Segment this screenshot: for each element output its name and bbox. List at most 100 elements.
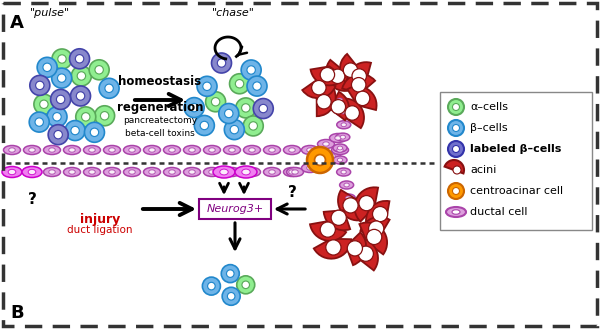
Ellipse shape xyxy=(284,167,301,176)
Circle shape xyxy=(320,222,335,237)
Circle shape xyxy=(54,131,62,139)
Circle shape xyxy=(448,141,464,157)
Wedge shape xyxy=(324,210,350,230)
Circle shape xyxy=(71,126,79,135)
Ellipse shape xyxy=(49,170,55,174)
Ellipse shape xyxy=(184,167,200,176)
Circle shape xyxy=(224,120,244,139)
Ellipse shape xyxy=(346,208,350,212)
Wedge shape xyxy=(342,74,375,93)
Circle shape xyxy=(367,229,382,244)
Circle shape xyxy=(311,81,326,95)
Ellipse shape xyxy=(346,196,351,200)
Ellipse shape xyxy=(209,148,215,152)
Circle shape xyxy=(448,120,464,136)
Circle shape xyxy=(203,82,211,90)
Circle shape xyxy=(56,95,65,104)
Ellipse shape xyxy=(2,166,22,178)
Wedge shape xyxy=(347,62,371,91)
Text: homeostasis: homeostasis xyxy=(118,75,202,88)
Wedge shape xyxy=(314,239,351,259)
Circle shape xyxy=(89,60,109,80)
Circle shape xyxy=(242,281,250,289)
Circle shape xyxy=(95,106,115,126)
Ellipse shape xyxy=(143,167,161,176)
Ellipse shape xyxy=(143,145,161,155)
Ellipse shape xyxy=(307,148,313,152)
Ellipse shape xyxy=(337,168,350,176)
Text: ?: ? xyxy=(287,185,296,200)
Ellipse shape xyxy=(189,148,195,152)
Circle shape xyxy=(82,113,90,121)
Wedge shape xyxy=(361,217,389,237)
Circle shape xyxy=(211,98,220,106)
Ellipse shape xyxy=(83,167,101,176)
Circle shape xyxy=(358,246,373,261)
Wedge shape xyxy=(355,238,378,270)
Ellipse shape xyxy=(129,148,135,152)
Ellipse shape xyxy=(289,170,295,174)
Ellipse shape xyxy=(329,154,335,158)
Circle shape xyxy=(53,113,61,121)
Ellipse shape xyxy=(337,158,343,162)
Circle shape xyxy=(448,99,464,115)
Circle shape xyxy=(34,94,54,114)
Ellipse shape xyxy=(323,151,341,161)
Wedge shape xyxy=(342,99,364,128)
Text: injury: injury xyxy=(80,213,120,226)
Circle shape xyxy=(227,292,235,300)
Ellipse shape xyxy=(4,145,20,155)
Wedge shape xyxy=(366,201,389,221)
Ellipse shape xyxy=(344,183,349,187)
Circle shape xyxy=(35,118,43,126)
Ellipse shape xyxy=(223,145,241,155)
Circle shape xyxy=(71,86,91,106)
Ellipse shape xyxy=(263,145,281,155)
Circle shape xyxy=(355,91,370,106)
Ellipse shape xyxy=(209,170,215,174)
Circle shape xyxy=(320,67,335,82)
Circle shape xyxy=(58,74,66,82)
Ellipse shape xyxy=(323,142,329,146)
Circle shape xyxy=(208,282,215,290)
Circle shape xyxy=(100,112,109,120)
Circle shape xyxy=(317,94,331,109)
Circle shape xyxy=(326,240,341,255)
Circle shape xyxy=(65,120,85,140)
Circle shape xyxy=(105,84,113,92)
Circle shape xyxy=(452,188,460,194)
Ellipse shape xyxy=(22,166,42,178)
Circle shape xyxy=(35,81,44,89)
Ellipse shape xyxy=(8,169,16,175)
Ellipse shape xyxy=(284,145,301,155)
Circle shape xyxy=(221,265,239,283)
Circle shape xyxy=(37,57,57,77)
Wedge shape xyxy=(340,54,359,87)
Ellipse shape xyxy=(452,210,460,214)
Circle shape xyxy=(448,183,464,199)
Ellipse shape xyxy=(129,170,135,174)
Circle shape xyxy=(331,100,346,114)
Circle shape xyxy=(352,69,367,83)
Ellipse shape xyxy=(340,110,346,114)
Ellipse shape xyxy=(213,166,235,178)
Wedge shape xyxy=(302,79,335,98)
Ellipse shape xyxy=(149,170,155,174)
Ellipse shape xyxy=(89,170,95,174)
Text: duct ligation: duct ligation xyxy=(67,225,133,235)
Wedge shape xyxy=(355,187,378,221)
Text: labeled β–cells: labeled β–cells xyxy=(470,144,562,154)
Ellipse shape xyxy=(189,170,195,174)
Ellipse shape xyxy=(337,148,343,152)
Text: α–cells: α–cells xyxy=(470,102,508,112)
Circle shape xyxy=(77,72,86,80)
Circle shape xyxy=(242,104,250,112)
Ellipse shape xyxy=(341,206,355,214)
Ellipse shape xyxy=(317,139,335,148)
Text: Neurog3+: Neurog3+ xyxy=(206,204,263,214)
Bar xyxy=(440,92,592,230)
Ellipse shape xyxy=(333,96,347,104)
Ellipse shape xyxy=(49,148,55,152)
Ellipse shape xyxy=(242,169,250,175)
Circle shape xyxy=(241,60,261,80)
